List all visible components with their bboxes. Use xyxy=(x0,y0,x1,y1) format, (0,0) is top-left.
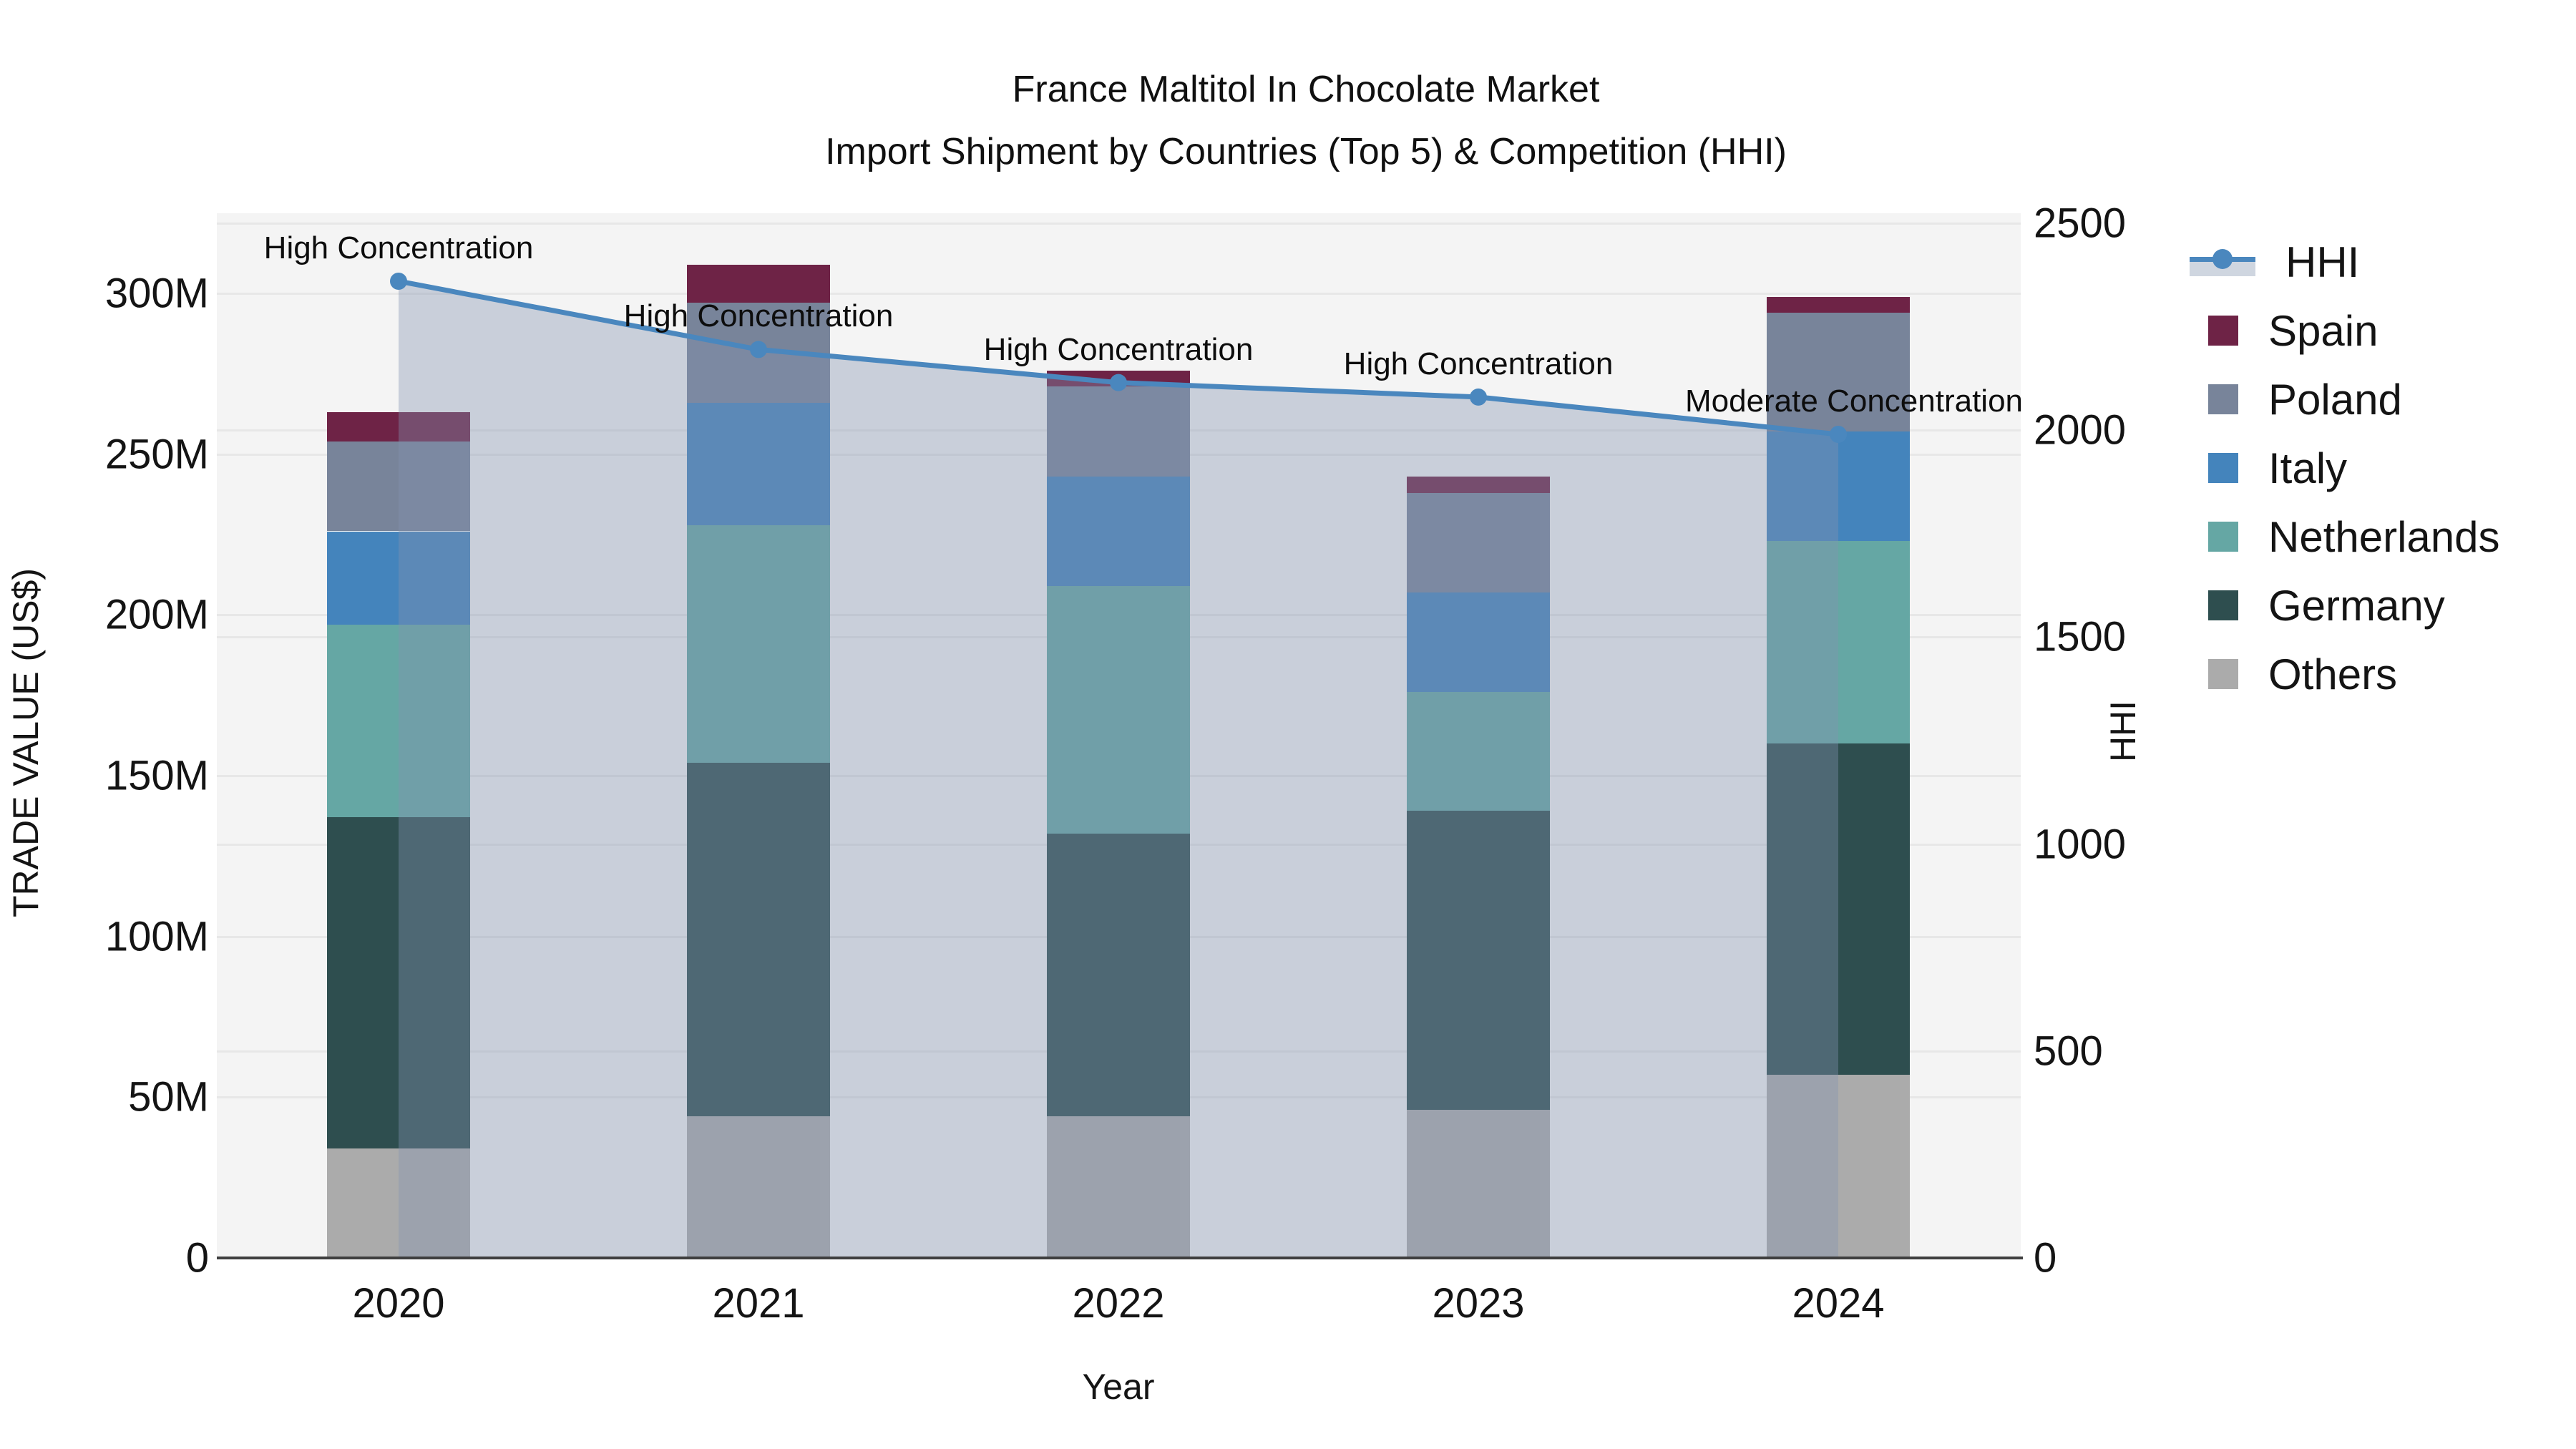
y-left-axis-title: TRADE VALUE (US$) xyxy=(6,567,46,918)
annotation-2022: High Concentration xyxy=(983,331,1254,367)
bar-segment-germany-2023[interactable] xyxy=(1407,811,1550,1111)
bar-segment-others-2021[interactable] xyxy=(687,1116,830,1258)
y-right-tick-500: 500 xyxy=(2034,1028,2103,1075)
bar-segment-germany-2024[interactable] xyxy=(1767,743,1910,1075)
bar-segment-netherlands-2022[interactable] xyxy=(1047,585,1190,834)
chart-title-line1: France Maltitol In Chocolate Market xyxy=(1012,69,1600,110)
y-right-tick-2000: 2000 xyxy=(2034,406,2127,454)
bar-segment-poland-2023[interactable] xyxy=(1407,492,1550,592)
bar-segment-poland-2020[interactable] xyxy=(327,441,470,532)
bar-segment-netherlands-2020[interactable] xyxy=(327,624,470,818)
bar-segment-spain-2020[interactable] xyxy=(327,412,470,441)
legend-item-spain[interactable]: Spain xyxy=(2190,306,2378,356)
x-tick-2021: 2021 xyxy=(712,1280,805,1327)
y-left-tick-150M: 150M xyxy=(104,752,209,799)
y-left-tick-100M: 100M xyxy=(104,913,209,960)
legend-swatch-germany xyxy=(2208,590,2238,620)
legend-label-italy: Italy xyxy=(2268,444,2348,492)
legend-swatch-others xyxy=(2208,659,2238,689)
legend-item-others[interactable]: Others xyxy=(2190,649,2397,699)
y-left-tick-0: 0 xyxy=(185,1234,209,1282)
y-right-tick-1000: 1000 xyxy=(2034,821,2127,868)
bar-segment-germany-2022[interactable] xyxy=(1047,833,1190,1117)
bar-segment-spain-2022[interactable] xyxy=(1047,370,1190,387)
y-right-tick-1500: 1500 xyxy=(2034,613,2127,660)
annotation-2024: Moderate Concentration xyxy=(1684,383,2024,419)
legend-label-hhi: HHI xyxy=(2285,238,2360,286)
bar-segment-italy-2023[interactable] xyxy=(1407,592,1550,693)
bar-segment-others-2022[interactable] xyxy=(1047,1116,1190,1258)
y-right-axis-title: HHI xyxy=(2103,700,2143,763)
legend-label-netherlands: Netherlands xyxy=(2268,512,2500,561)
x-tick-2023: 2023 xyxy=(1432,1280,1525,1327)
legend-hhi-marker xyxy=(2212,249,2233,269)
y-left-tick-200M: 200M xyxy=(104,591,209,638)
bar-segment-italy-2020[interactable] xyxy=(327,531,470,625)
legend-item-poland[interactable]: Poland xyxy=(2190,374,2402,424)
legend-label-spain: Spain xyxy=(2268,306,2379,355)
legend-hhi-line-sample xyxy=(2190,243,2255,281)
bar-segment-italy-2024[interactable] xyxy=(1767,431,1910,541)
annotation-2021: High Concentration xyxy=(623,298,894,334)
legend-item-germany[interactable]: Germany xyxy=(2190,580,2445,630)
bar-segment-others-2020[interactable] xyxy=(327,1148,470,1258)
legend-swatch-poland xyxy=(2208,384,2238,414)
bar-segment-italy-2021[interactable] xyxy=(687,402,830,525)
gridline-right-2500 xyxy=(217,223,2021,225)
chart-title-line2: Import Shipment by Countries (Top 5) & C… xyxy=(825,131,1787,172)
annotation-2023: High Concentration xyxy=(1343,346,1614,381)
bar-segment-germany-2020[interactable] xyxy=(327,817,470,1149)
bar-segment-netherlands-2023[interactable] xyxy=(1407,692,1550,811)
y-left-tick-50M: 50M xyxy=(128,1073,209,1121)
bar-segment-netherlands-2021[interactable] xyxy=(687,525,830,763)
bar-segment-spain-2023[interactable] xyxy=(1407,477,1550,493)
bar-segment-poland-2022[interactable] xyxy=(1047,386,1190,477)
bar-segment-spain-2024[interactable] xyxy=(1767,296,1910,313)
x-axis-title: Year xyxy=(1082,1367,1155,1407)
x-tick-2024: 2024 xyxy=(1792,1280,1885,1327)
bar-segment-others-2024[interactable] xyxy=(1767,1074,1910,1258)
legend-swatch-italy xyxy=(2208,453,2238,483)
gridline-left-300M xyxy=(217,293,2021,295)
legend-item-hhi[interactable]: HHI xyxy=(2190,237,2359,287)
annotation-2020: High Concentration xyxy=(263,230,534,265)
legend-swatch-netherlands xyxy=(2208,522,2238,552)
x-axis-line xyxy=(217,1257,2023,1259)
bar-segment-germany-2021[interactable] xyxy=(687,763,830,1117)
legend-item-netherlands[interactable]: Netherlands xyxy=(2190,512,2500,562)
x-tick-2020: 2020 xyxy=(352,1280,445,1327)
legend-item-italy[interactable]: Italy xyxy=(2190,443,2347,493)
y-right-tick-2500: 2500 xyxy=(2034,200,2127,247)
legend-swatch-spain xyxy=(2208,316,2238,346)
y-right-tick-0: 0 xyxy=(2034,1234,2057,1282)
legend-label-others: Others xyxy=(2268,650,2398,698)
bar-segment-others-2023[interactable] xyxy=(1407,1110,1550,1258)
bar-segment-italy-2022[interactable] xyxy=(1047,477,1190,586)
legend-label-poland: Poland xyxy=(2268,375,2402,424)
y-left-tick-250M: 250M xyxy=(104,431,209,478)
legend-label-germany: Germany xyxy=(2268,581,2445,630)
bar-segment-spain-2021[interactable] xyxy=(687,264,830,303)
x-tick-2022: 2022 xyxy=(1072,1280,1165,1327)
bar-segment-netherlands-2024[interactable] xyxy=(1767,540,1910,744)
y-left-tick-300M: 300M xyxy=(104,270,209,317)
